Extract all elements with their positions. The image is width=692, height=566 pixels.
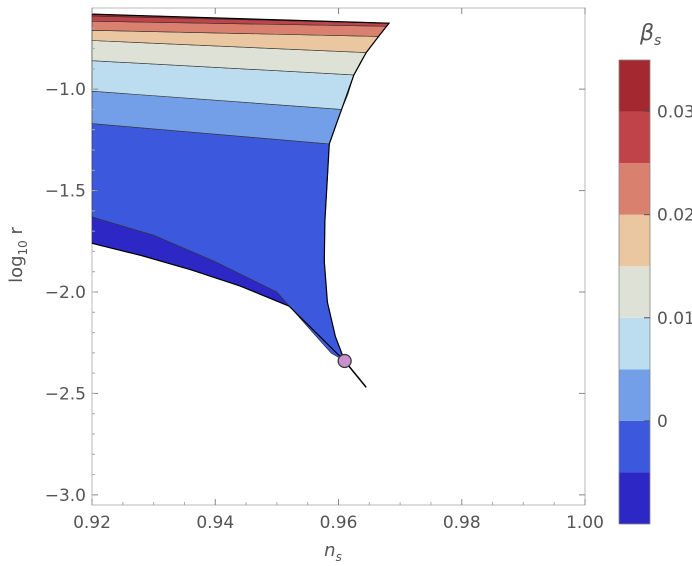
colorbar-frame — [618, 59, 651, 525]
y-tick-label: −1.0 — [45, 80, 86, 100]
colorbar-band-3 — [619, 317, 650, 370]
colorbar-band-0 — [619, 472, 650, 524]
contour-outline — [91, 13, 391, 362]
y-tick-label: −1.5 — [45, 182, 86, 202]
colorbar — [618, 59, 651, 525]
y-tick-label: −2.0 — [45, 283, 86, 303]
x-axis-ticks: 0.92 0.94 0.96 0.98 1.00 — [73, 8, 604, 533]
y-tick-label: −3.0 — [45, 486, 86, 506]
y-tick-label: −2.5 — [45, 384, 86, 404]
x-tick-label: 0.96 — [320, 513, 358, 533]
colorbar-band-5 — [619, 214, 650, 267]
y-axis-ticks: −1.0 −1.5 −2.0 −2.5 −3.0 — [45, 27, 585, 506]
x-tick-label: 0.94 — [196, 513, 234, 533]
x-axis-label: ns — [324, 540, 342, 564]
colorbar-ticks: 0 0.01 0.02 0.03 — [644, 103, 692, 432]
colorbar-title: βs — [639, 21, 661, 49]
contour-regions — [91, 13, 390, 362]
colorbar-band-1 — [619, 420, 650, 473]
data-point-marker — [337, 353, 352, 369]
colorbar-band-8 — [619, 60, 650, 112]
colorbar-band-2 — [619, 369, 650, 421]
x-tick-label: 1.00 — [566, 513, 604, 533]
colorbar-tick-label: 0.03 — [657, 103, 692, 123]
colorbar-tick-label: 0.01 — [657, 309, 692, 329]
colorbar-tick-label: 0 — [657, 412, 668, 432]
colorbar-band-7 — [619, 111, 650, 164]
y-axis-label: log10 r — [6, 226, 30, 282]
colorbar-band-4 — [619, 266, 650, 318]
colorbar-tick-label: 0.02 — [657, 206, 692, 226]
colorbar-band-6 — [619, 163, 650, 215]
x-tick-label: 0.92 — [73, 513, 111, 533]
x-tick-label: 0.98 — [443, 513, 481, 533]
